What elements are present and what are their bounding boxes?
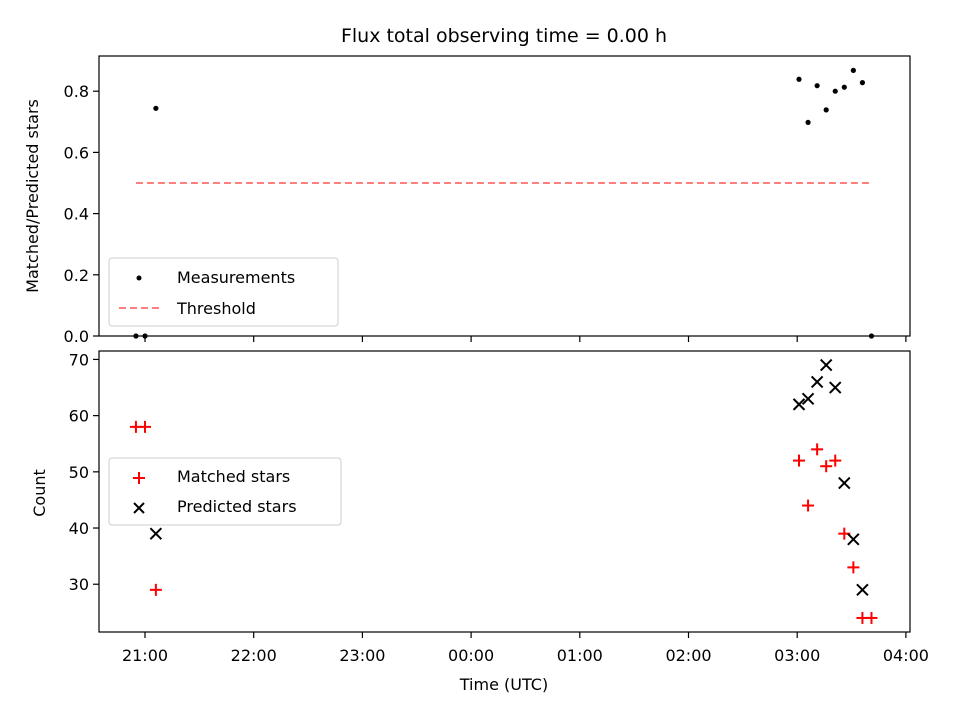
predicted-stars-point: [829, 381, 842, 394]
ratio-plot-area: [133, 67, 875, 339]
count-y-tick-label: 70: [69, 350, 89, 369]
measurements-point: [859, 80, 866, 86]
ratio-panel: Flux total observing time = 0.00 h Match…: [23, 25, 911, 346]
predicted-stars-point: [856, 583, 869, 597]
x-tick-label: 21:00: [122, 646, 168, 665]
ratio-y-tick-label: 0.0: [64, 327, 89, 346]
count-plot-area: [129, 358, 878, 624]
count-y-tick-label: 60: [69, 407, 89, 426]
measurements-point: [153, 105, 159, 111]
x-tick-label: 00:00: [448, 646, 494, 665]
x-tick-label: 03:00: [774, 646, 820, 665]
matched-stars-point: [865, 611, 878, 624]
measurements-point: [805, 119, 811, 126]
legend-threshold-label: Threshold: [176, 299, 256, 318]
count-legend-box: [108, 457, 342, 526]
predicted-stars-point: [792, 398, 806, 411]
count-y-axis-label: Count: [30, 469, 49, 517]
count-y-tick-label: 40: [69, 519, 89, 538]
x-tick-label: 22:00: [231, 646, 277, 665]
x-axis-label: Time (UTC): [459, 675, 548, 694]
ratio-y-tick-label: 0.4: [64, 205, 89, 224]
ratio-x-ticks: [144, 336, 907, 342]
measurements-point: [832, 88, 838, 94]
measurements-point: [814, 83, 820, 89]
measurements-point: [823, 107, 829, 113]
measurements-point: [850, 67, 856, 73]
x-tick-label: 01:00: [557, 646, 603, 665]
matched-stars-point: [139, 420, 151, 433]
x-tick-label: 02:00: [665, 646, 711, 665]
ratio-y-ticks: 0.0 0.2 0.4 0.6 0.8: [64, 82, 99, 346]
legend-measurements-label: Measurements: [177, 268, 295, 287]
predicted-stars-point: [801, 392, 815, 405]
matched-stars-point: [820, 460, 833, 473]
ratio-legend: Measurements Threshold: [108, 257, 339, 327]
ratio-y-tick-label: 0.6: [64, 143, 89, 162]
matched-stars-point: [149, 583, 162, 596]
predicted-stars-point: [149, 527, 163, 540]
matched-stars-point: [829, 454, 842, 467]
legend-matched-label: Matched stars: [177, 467, 290, 486]
count-y-ticks: 30 40 50 60 70: [69, 350, 99, 594]
measurements-point: [796, 76, 802, 82]
predicted-stars-point: [819, 358, 833, 372]
matched-stars-point: [811, 443, 824, 456]
legend-measurements-marker: [136, 275, 142, 281]
count-y-tick-label: 30: [69, 575, 89, 594]
ratio-y-axis-label: Matched/Predicted stars: [23, 99, 42, 293]
legend-matched-marker: [133, 472, 145, 484]
ratio-y-tick-label: 0.2: [64, 266, 89, 285]
count-axes-frame: [98, 350, 911, 633]
count-x-ticks: 21:00 22:00 23:00 00:00 01:00 02:00 03:00 04:00: [122, 632, 929, 665]
ratio-legend-box: [108, 257, 339, 327]
legend-predicted-label: Predicted stars: [177, 497, 297, 516]
count-legend: Matched stars Predicted stars: [108, 457, 342, 526]
count-panel: Count Time (UTC) 30 40 50 60 70 21:00 22:00 23…: [30, 350, 929, 694]
x-tick-label: 04:00: [883, 646, 929, 665]
measurements-point: [841, 84, 847, 90]
count-y-tick-label: 50: [69, 463, 89, 482]
predicted-stars-point: [838, 476, 851, 490]
ratio-y-tick-label: 0.8: [64, 82, 89, 101]
matched-stars-point: [802, 499, 815, 512]
legend-predicted-marker: [133, 502, 145, 514]
predicted-stars-point: [847, 533, 860, 546]
ratio-axes-frame: [98, 55, 911, 337]
x-tick-label: 23:00: [339, 646, 385, 665]
matched-stars-point: [847, 561, 860, 574]
chart-title: Flux total observing time = 0.00 h: [341, 25, 667, 47]
predicted-stars-point: [810, 375, 824, 389]
matched-stars-point: [793, 454, 806, 467]
